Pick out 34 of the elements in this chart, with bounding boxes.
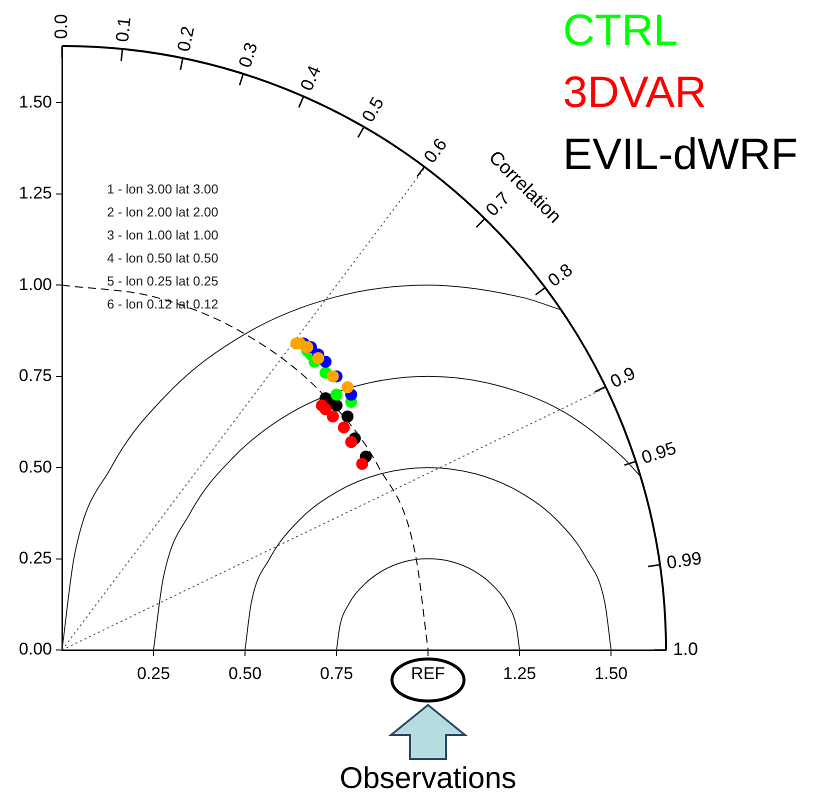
annotation: 0.6 <box>420 134 451 167</box>
annotation: 0.3 <box>234 40 262 70</box>
y-tick-label: 0.50 <box>18 457 52 476</box>
annotation: 5 - lon 0.25 lat 0.25 <box>107 274 218 289</box>
x-tick-label: 1.25 <box>503 664 536 683</box>
annotation: 0.5 <box>358 94 388 126</box>
annotation: 0.2 <box>173 24 198 54</box>
annotation: 0.99 <box>665 548 703 573</box>
x-tick-label: 1.50 <box>594 664 628 683</box>
annotation: 0.95 <box>639 438 679 468</box>
y-tick-label: 0.00 <box>18 640 52 659</box>
text: 0.1 <box>112 16 135 43</box>
x-tick-label: 0.25 <box>136 664 170 683</box>
x-tick-label: REF <box>411 664 446 683</box>
x-tick-label: 0.75 <box>320 664 354 683</box>
annotation: 0.9 <box>607 362 638 392</box>
text: 3DVAR <box>563 67 708 119</box>
annotation: 0.4 <box>296 62 325 94</box>
text: CTRL <box>563 5 679 57</box>
text: Observations <box>338 762 518 796</box>
text: EVIL-dWRF <box>563 129 798 181</box>
annotation: 3 - lon 1.00 lat 1.00 <box>107 228 218 243</box>
y-tick-label: 1.50 <box>18 92 52 112</box>
annotation: 1 - lon 3.00 lat 3.00 <box>107 182 218 197</box>
annotation: 2 - lon 2.00 lat 2.00 <box>107 204 218 220</box>
annotation: 4 - lon 0.50 lat 0.50 <box>107 250 218 266</box>
y-tick-label: 0.25 <box>18 548 52 568</box>
annotation: 0.8 <box>544 260 576 291</box>
x-tick-label: 0.50 <box>228 664 262 683</box>
text: 0.0 <box>50 14 71 39</box>
text: 1.0 <box>673 638 698 659</box>
y-tick-label: 1.00 <box>18 274 52 294</box>
y-tick-label: 0.75 <box>18 366 52 386</box>
y-tick-label: 1.25 <box>18 184 52 203</box>
